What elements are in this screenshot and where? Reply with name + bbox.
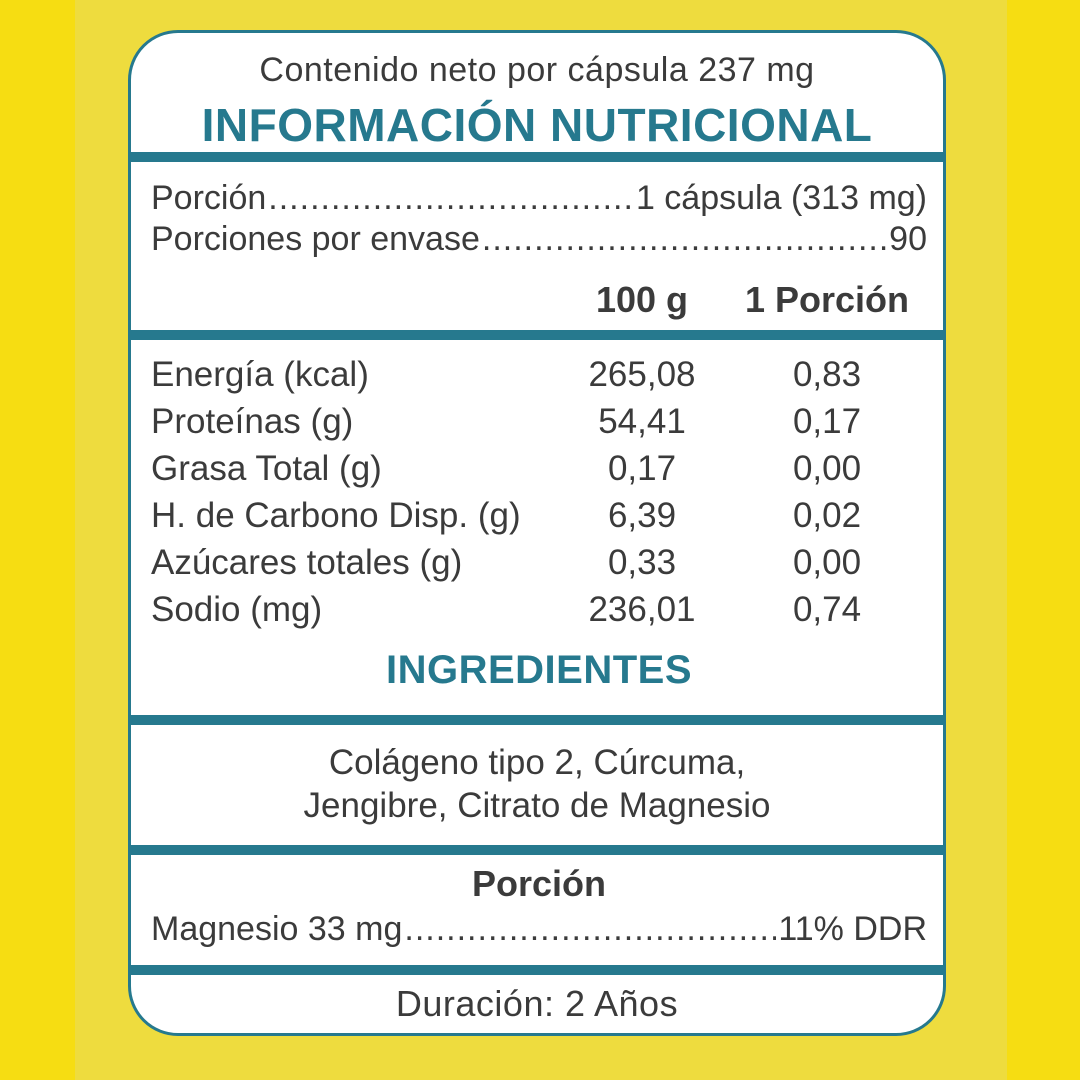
- nutrient-row: Azúcares totales (g) 0,33 0,00: [151, 539, 927, 586]
- nutrient-value-100g: 0,17: [607, 449, 677, 488]
- nutrient-value-portion: 0,74: [792, 590, 862, 629]
- nutrient-value-portion: 0,17: [792, 402, 862, 441]
- ingredients-title: INGREDIENTES: [385, 648, 693, 692]
- servings-per-container-row: Porciones por envase ...................…: [151, 219, 927, 260]
- nutrient-table-section: Energía (kcal) 265,08 0,83 Proteínas (g)…: [131, 340, 943, 715]
- nutrient-value-100g: 6,39: [607, 496, 677, 535]
- nutrition-label-card: Contenido neto por cápsula 237 mg INFORM…: [128, 30, 946, 1036]
- net-content-text: Contenido neto por cápsula 237 mg: [259, 51, 815, 89]
- nutrient-label: H. de Carbono Disp. (g): [151, 496, 521, 535]
- nutrient-value-100g: 265,08: [588, 355, 696, 394]
- magnesium-value: 11% DDR: [778, 910, 927, 948]
- portion-subtitle: Porción: [471, 863, 606, 904]
- duration-section: Duración: 2 Años: [131, 975, 943, 1033]
- spacer: [151, 277, 557, 323]
- serving-size-label: Porción: [151, 179, 267, 217]
- serving-size-row: Porción ................................…: [151, 178, 927, 219]
- serving-info-section: Porción ................................…: [131, 162, 943, 330]
- divider-bar: [131, 330, 943, 340]
- nutrient-row: H. de Carbono Disp. (g) 6,39 0,02: [151, 492, 927, 539]
- nutrition-title: INFORMACIÓN NUTRICIONAL: [201, 99, 873, 151]
- nutrient-row: Energía (kcal) 265,08 0,83: [151, 351, 927, 398]
- nutrient-row: Proteínas (g) 54,41 0,17: [151, 398, 927, 445]
- nutrient-value-100g: 236,01: [588, 590, 696, 629]
- nutrient-row: Grasa Total (g) 0,17 0,00: [151, 445, 927, 492]
- magnesium-label: Magnesio 33 mg: [151, 910, 403, 948]
- column-header-1porcion: 1 Porción: [744, 279, 910, 320]
- duration-text: Duración: 2 Años: [395, 983, 679, 1024]
- ingredients-line-1: Colágeno tipo 2, Cúrcuma,: [328, 743, 746, 782]
- column-header-100g: 100 g: [595, 279, 689, 320]
- nutrient-value-portion: 0,00: [792, 449, 862, 488]
- daily-reference-section: Porción Magnesio 33 mg .................…: [131, 855, 943, 965]
- servings-per-container-value: 90: [889, 220, 927, 258]
- servings-per-container-label: Porciones por envase: [151, 220, 480, 258]
- nutrient-value-100g: 54,41: [598, 402, 686, 441]
- magnesium-row: Magnesio 33 mg .........................…: [151, 907, 927, 951]
- dot-leader: ........................................…: [481, 220, 888, 258]
- divider-bar: [131, 715, 943, 725]
- nutrient-value-portion: 0,02: [792, 496, 862, 535]
- divider-bar: [131, 965, 943, 975]
- divider-bar: [131, 845, 943, 855]
- nutrient-value-portion: 0,00: [792, 543, 862, 582]
- nutrient-row: Sodio (mg) 236,01 0,74: [151, 586, 927, 633]
- nutrient-value-100g: 0,33: [607, 543, 677, 582]
- nutrient-label: Sodio (mg): [151, 590, 323, 629]
- ingredients-line-2: Jengibre, Citrato de Magnesio: [303, 786, 771, 825]
- dot-leader: ........................................…: [268, 179, 634, 217]
- label-header-section: Contenido neto por cápsula 237 mg INFORM…: [131, 33, 943, 152]
- table-column-headers: 100 g 1 Porción: [151, 277, 927, 323]
- divider-bar: [131, 152, 943, 162]
- nutrient-label: Grasa Total (g): [151, 449, 382, 488]
- serving-size-value: 1 cápsula (313 mg): [635, 179, 927, 217]
- ingredients-list-section: Colágeno tipo 2, Cúrcuma, Jengibre, Citr…: [131, 725, 943, 845]
- dot-leader: ........................................…: [404, 910, 776, 948]
- nutrient-label: Azúcares totales (g): [151, 543, 463, 582]
- nutrient-label: Proteínas (g): [151, 402, 354, 441]
- nutrient-label: Energía (kcal): [151, 355, 369, 394]
- nutrient-value-portion: 0,83: [792, 355, 862, 394]
